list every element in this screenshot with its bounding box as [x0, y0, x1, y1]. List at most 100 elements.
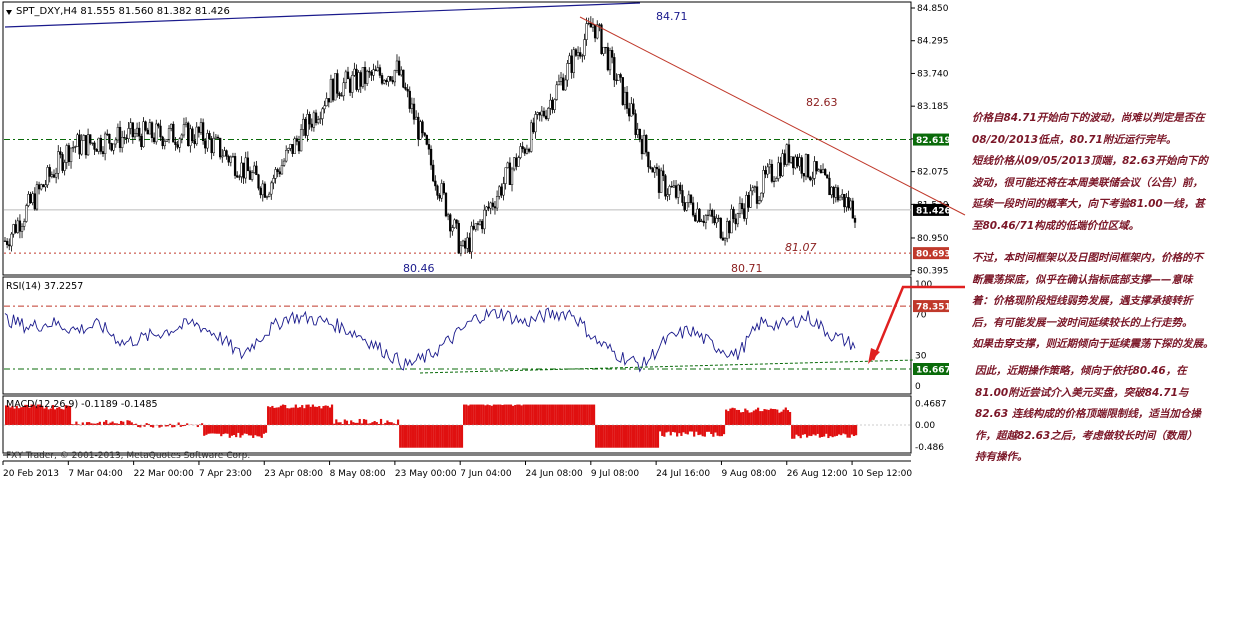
macd-bar: [277, 407, 280, 425]
candle-body: [93, 142, 96, 150]
candle-body: [389, 76, 392, 81]
note-line: 延续一段时间的概率大，向下考验81.00一线，甚: [972, 198, 1205, 210]
candle-body: [404, 87, 407, 90]
macd-bar: [480, 404, 483, 425]
macd-bar: [603, 425, 606, 448]
macd-bar: [115, 423, 118, 425]
macd-histogram: [4, 404, 911, 448]
candle-body: [133, 133, 137, 138]
chart-menu-triangle-icon[interactable]: [6, 10, 12, 15]
candle-body: [280, 165, 284, 175]
candle-body: [20, 226, 24, 232]
copyright-footer: FXY Trader, © 2001-2013, MetaQuotes Soft…: [6, 451, 250, 461]
candle-body: [613, 57, 616, 81]
macd-bar: [122, 421, 125, 425]
candle-body: [508, 162, 512, 185]
candle-body: [438, 195, 441, 199]
macd-bar: [543, 404, 547, 425]
rsi-tick-label: 0: [915, 382, 921, 392]
candle-body: [555, 84, 558, 100]
candle-body: [474, 223, 477, 230]
pointer-arrow-head-icon: [868, 348, 880, 364]
price-level-label: 80.693: [916, 250, 951, 260]
macd-bar: [96, 423, 99, 425]
macd-bar: [492, 404, 496, 425]
macd-bar: [81, 422, 84, 425]
candle-body: [74, 146, 77, 148]
macd-bar: [200, 423, 204, 425]
macd-bar: [401, 425, 404, 448]
candle-body: [668, 186, 671, 195]
note-line: 价格自84.71开始向下的波动，尚难以判定是否在: [972, 112, 1205, 124]
candle-body: [274, 169, 277, 179]
candle-body: [357, 72, 360, 90]
macd-bar: [684, 425, 687, 434]
macd-bar: [746, 410, 749, 425]
candle-body: [346, 71, 350, 80]
macd-bar: [546, 404, 549, 425]
candle-body: [265, 196, 269, 198]
candle-body: [523, 148, 526, 154]
macd-bar: [535, 404, 538, 425]
candle-body: [568, 55, 571, 64]
macd-bar: [439, 425, 442, 448]
candle-body: [596, 24, 599, 39]
macd-bar: [262, 425, 265, 434]
macd-bar: [239, 425, 242, 438]
macd-bar: [633, 425, 636, 448]
candle-body: [691, 202, 695, 216]
candle-body: [785, 144, 788, 165]
candle-body: [321, 108, 324, 119]
candle-body: [734, 218, 737, 225]
rsi-level-tag: [913, 362, 949, 375]
candle-body: [487, 206, 490, 209]
rsi-tick-label: 30: [915, 351, 927, 361]
candle-body: [489, 202, 492, 209]
macd-bar: [13, 408, 16, 425]
candle-body: [625, 91, 629, 109]
candle-body: [63, 162, 66, 171]
candle-body: [679, 184, 682, 191]
candle-body: [182, 124, 186, 136]
candle-body: [442, 183, 445, 194]
macd-bar: [305, 404, 308, 425]
macd-bar: [541, 404, 545, 425]
macd-bar: [567, 404, 570, 425]
candle-body: [199, 122, 203, 133]
candle-body: [291, 144, 294, 154]
macd-bar: [748, 412, 751, 425]
macd-bar: [522, 404, 525, 425]
macd-bar: [767, 409, 770, 425]
candle-body: [91, 142, 94, 144]
candle-body: [191, 128, 194, 141]
candle-body: [498, 186, 501, 197]
candle-body: [138, 127, 141, 137]
macd-bar: [249, 425, 253, 436]
macd-bar: [835, 425, 839, 436]
candle-body: [853, 218, 857, 223]
macd-bar: [599, 425, 602, 448]
candle-body: [738, 203, 742, 214]
candle-body: [453, 219, 456, 228]
macd-bar: [788, 411, 792, 425]
macd-bar: [377, 423, 381, 425]
candle-body: [206, 133, 209, 149]
macd-bar: [735, 409, 738, 425]
macd-bar: [473, 404, 476, 425]
macd-bar: [241, 425, 244, 436]
rsi-line: [4, 307, 856, 373]
macd-bar: [831, 425, 834, 438]
rsi-panel-frame: [2, 276, 912, 395]
macd-bar: [292, 407, 295, 425]
macd-bar: [688, 425, 692, 432]
macd-bar: [714, 425, 717, 433]
macd-bar: [301, 405, 304, 425]
macd-bar: [514, 404, 517, 425]
candle-body: [519, 146, 522, 158]
candle-body: [623, 91, 627, 105]
candle-body: [789, 156, 793, 163]
macd-bar: [578, 404, 581, 425]
macd-bar: [158, 425, 161, 428]
macd-bar: [243, 425, 246, 434]
price-level-tag: [913, 133, 949, 146]
